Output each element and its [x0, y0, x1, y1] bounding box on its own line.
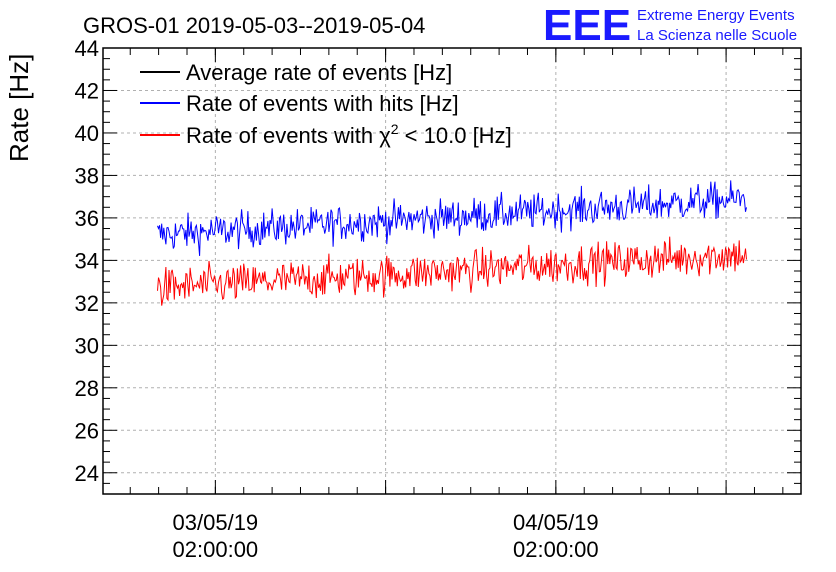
y-tick-label: 36: [75, 206, 99, 231]
y-tick-label: 34: [75, 248, 99, 273]
y-tick-label: 26: [75, 418, 99, 443]
y-tick-label: 38: [75, 163, 99, 188]
x-tick-time-label: 02:00:00: [513, 537, 599, 562]
y-tick-label: 24: [75, 461, 99, 486]
x-tick-date-label: 04/05/19: [513, 510, 599, 535]
y-tick-label: 44: [75, 36, 99, 61]
legend-chi2-suffix: < 10.0 [Hz]: [399, 123, 512, 148]
chart-title: GROS-01 2019-05-03--2019-05-04: [83, 13, 425, 38]
y-tick-label: 28: [75, 376, 99, 401]
logo-letters: EEE: [543, 1, 631, 50]
grid: [103, 47, 801, 494]
y-tick-label: 32: [75, 291, 99, 316]
eee-logo: EEE Extreme Energy Events La Scienza nel…: [543, 1, 797, 50]
legend-label-hits: Rate of events with hits [Hz]: [186, 91, 459, 116]
legend-chi2-sup: 2: [391, 121, 399, 137]
x-tick-date-label: 03/05/19: [173, 510, 259, 535]
legend: Average rate of events [Hz] Rate of even…: [140, 60, 512, 148]
logo-line-2: La Scienza nelle Scuole: [637, 27, 797, 44]
y-tick-label: 42: [75, 78, 99, 103]
y-tick-label: 40: [75, 121, 99, 146]
y-tick-label: 30: [75, 333, 99, 358]
logo-line-1: Extreme Energy Events: [637, 7, 795, 24]
legend-label-avg: Average rate of events [Hz]: [186, 60, 452, 85]
legend-chi2-prefix: Rate of events with χ: [186, 123, 391, 148]
axis-ticks: 242628303234363840424403/05/1902:00:0004…: [75, 36, 801, 562]
x-tick-time-label: 02:00:00: [173, 537, 259, 562]
y-axis-label: Rate [Hz]: [4, 54, 34, 162]
series-line-hits: [157, 180, 747, 256]
series-group: [157, 180, 747, 306]
legend-label-chi2: Rate of events with χ2 < 10.0 [Hz]: [186, 121, 512, 148]
series-line-chi2: [157, 236, 747, 306]
